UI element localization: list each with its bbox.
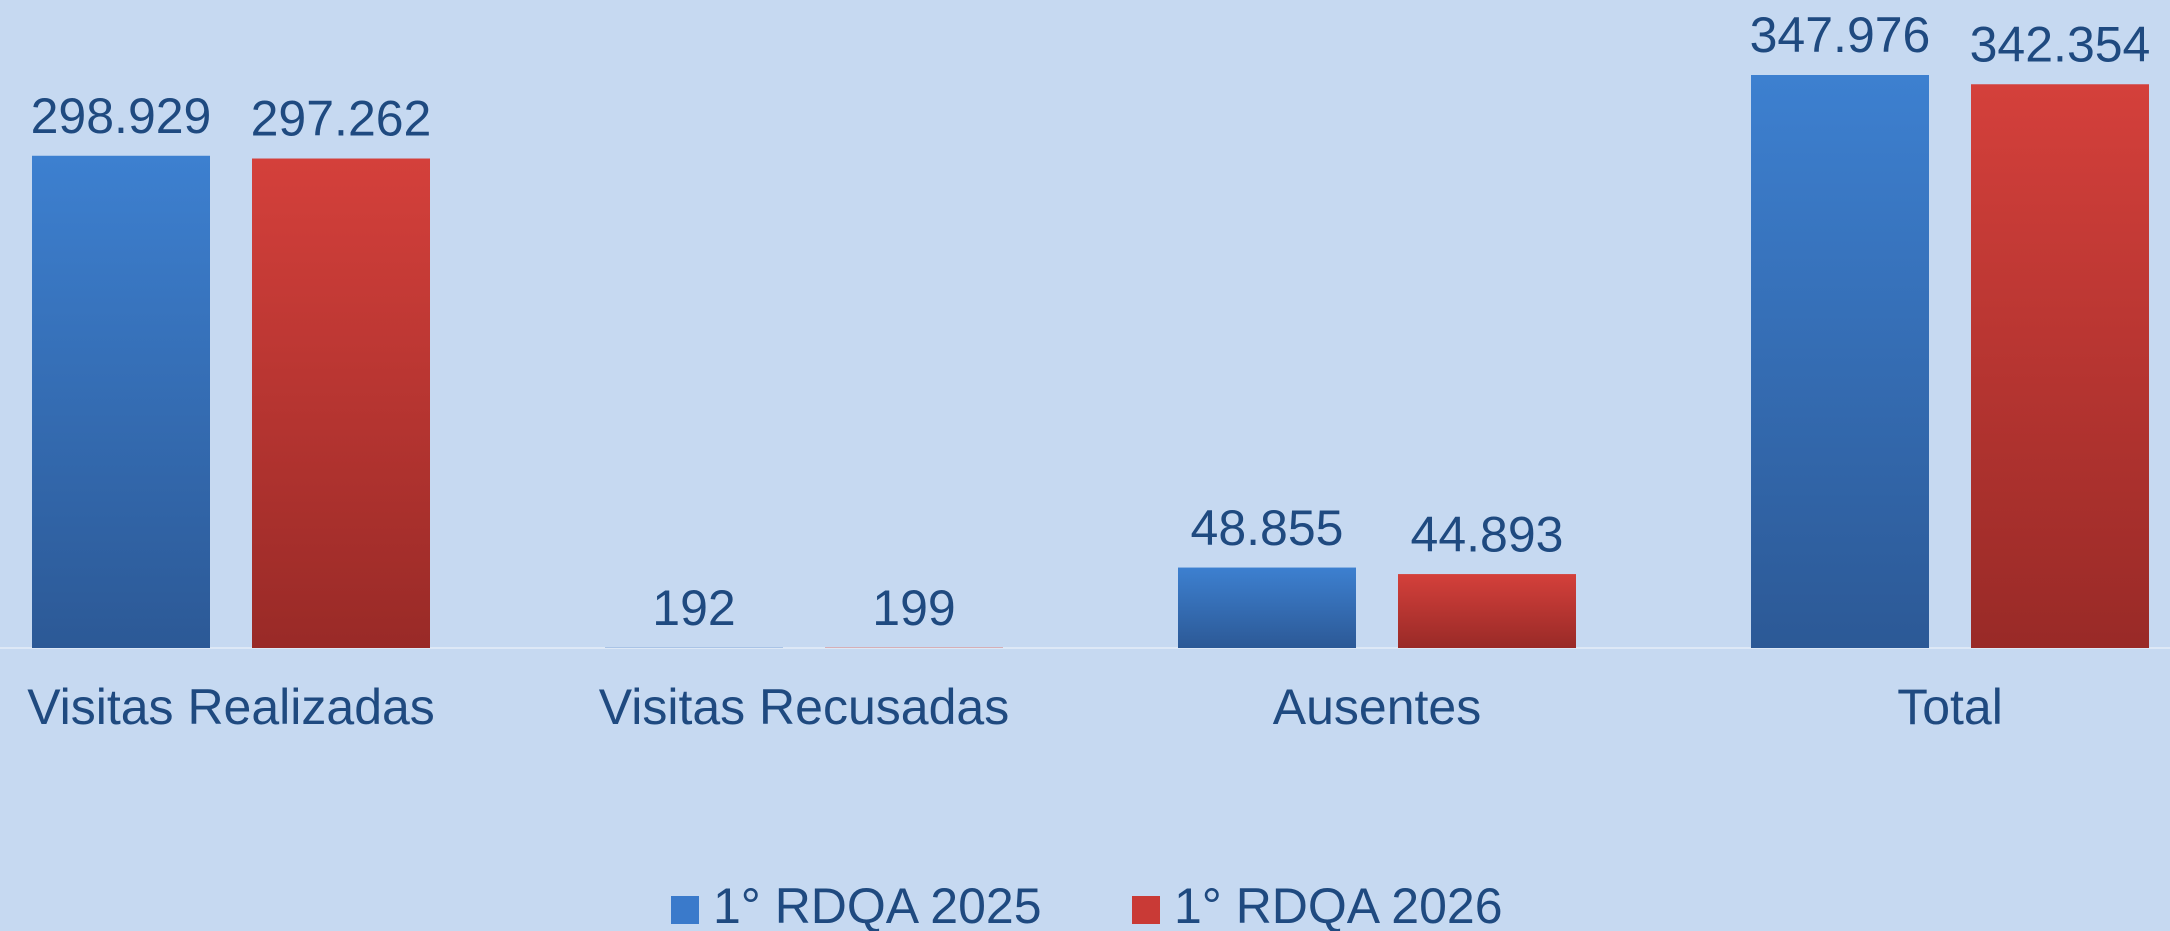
legend-label: 1° RDQA 2026 [1174,878,1503,931]
bar [1178,567,1356,648]
value-label: 192 [652,580,735,636]
x-tick-label: Visitas Realizadas [27,679,435,735]
value-label: 298.929 [31,88,212,144]
x-tick-label: Ausentes [1273,679,1481,735]
value-label: 44.893 [1411,506,1564,562]
value-label: 199 [872,580,955,636]
bar [1398,574,1576,648]
bar [32,155,210,649]
x-tick-label: Total [1897,679,2003,735]
legend-swatch [1132,896,1160,924]
bar [1751,75,1929,648]
bar [1971,84,2149,648]
value-label: 347.976 [1750,7,1931,63]
bar [252,158,430,649]
x-tick-label: Visitas Recusadas [599,679,1009,735]
value-label: 297.262 [251,91,432,147]
legend-swatch [671,896,699,924]
value-label: 48.855 [1191,500,1344,556]
value-label: 342.354 [1970,16,2151,72]
legend-label: 1° RDQA 2025 [713,878,1042,931]
